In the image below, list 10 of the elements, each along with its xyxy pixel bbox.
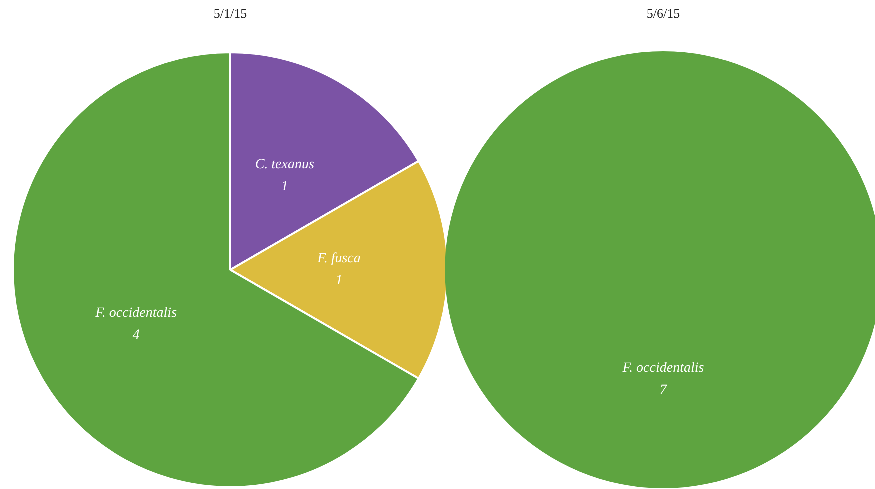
chart-title: 5/6/15 (646, 6, 682, 22)
slice-label: C. texanus (255, 158, 315, 173)
data-label: 1 (281, 180, 288, 195)
slice-label: F. fusca (316, 252, 361, 267)
data-label: 4 (132, 328, 140, 344)
data-label: 7 (660, 382, 668, 398)
slice-label: F. occidentalis (94, 306, 178, 322)
chart-title: 5/1/15 (212, 6, 248, 22)
slice-label: F. occidentalis (622, 360, 705, 376)
data-label: 1 (336, 274, 343, 289)
